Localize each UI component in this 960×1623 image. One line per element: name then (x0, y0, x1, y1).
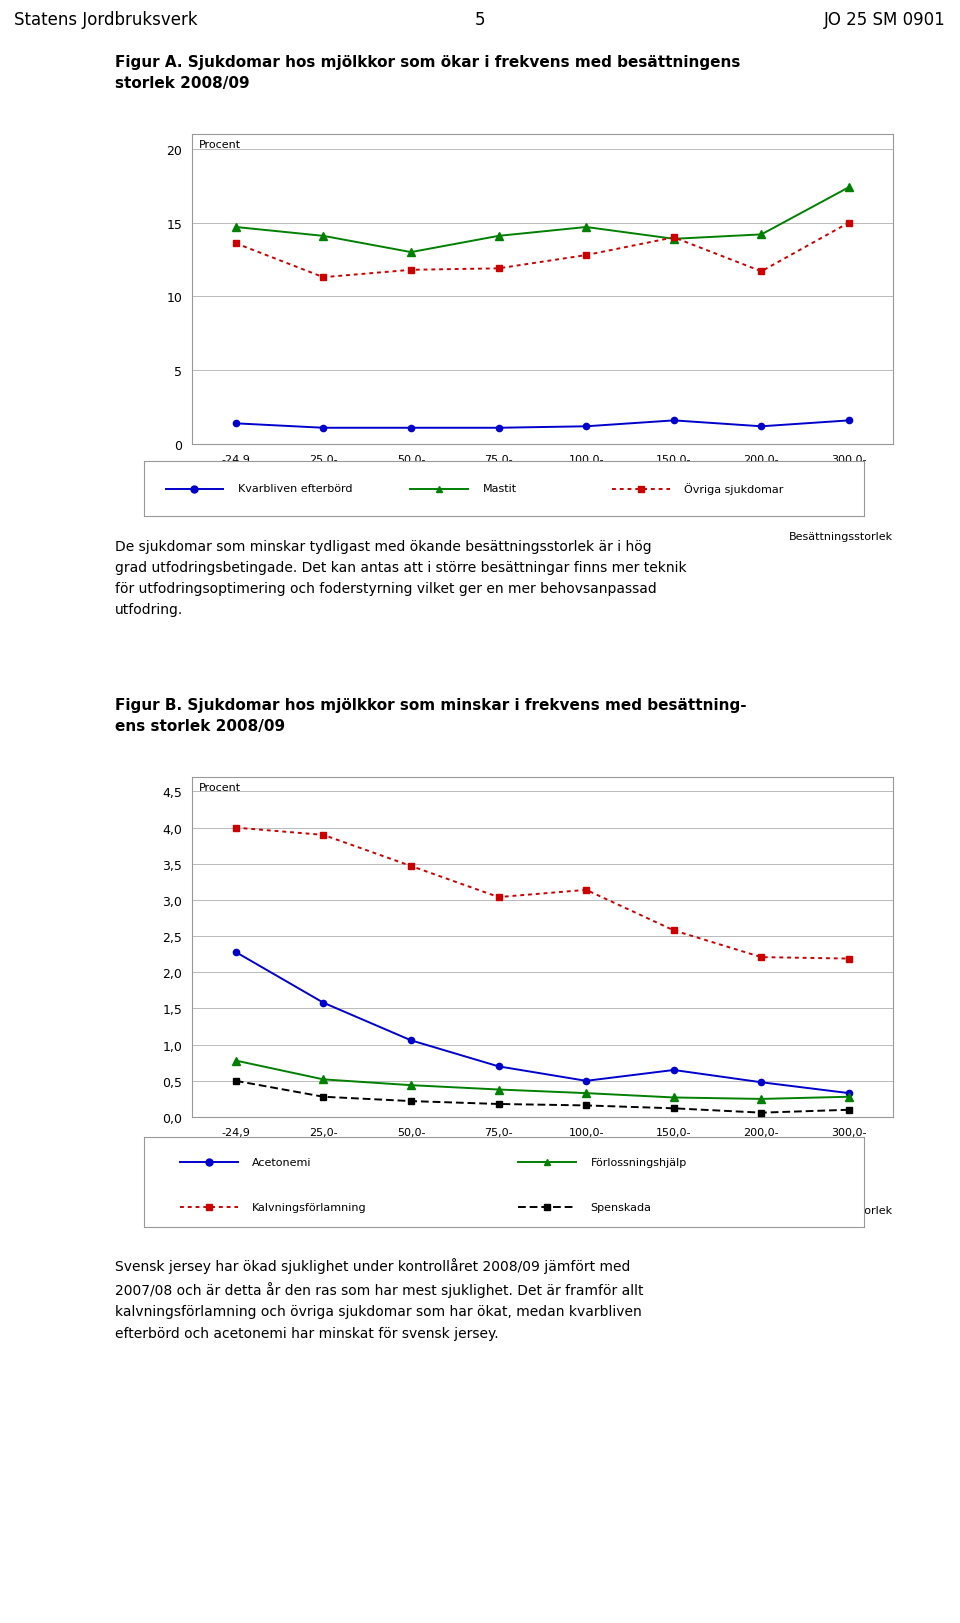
Text: Förlossningshjälp: Förlossningshjälp (590, 1157, 686, 1167)
Text: Besättningsstorlek: Besättningsstorlek (789, 531, 893, 542)
Text: De sjukdomar som minskar tydligast med ökande besättningsstorlek är i hög
grad u: De sjukdomar som minskar tydligast med ö… (115, 540, 686, 617)
Text: Spenskada: Spenskada (590, 1203, 652, 1212)
Text: Mastit: Mastit (482, 484, 516, 493)
Text: Figur B. Sjukdomar hos mjölkkor som minskar i frekvens med besättning-
ens storl: Figur B. Sjukdomar hos mjölkkor som mins… (115, 698, 747, 734)
Text: Procent: Procent (199, 782, 241, 792)
Text: Acetonemi: Acetonemi (252, 1157, 311, 1167)
Text: Svensk jersey har ökad sjuklighet under kontrollåret 2008/09 jämfört med
2007/08: Svensk jersey har ökad sjuklighet under … (115, 1258, 644, 1341)
Text: JO 25 SM 0901: JO 25 SM 0901 (824, 11, 946, 29)
Text: Besättningsstorlek: Besättningsstorlek (789, 1206, 893, 1216)
Text: Övriga sjukdomar: Övriga sjukdomar (684, 484, 783, 495)
Text: Procent: Procent (199, 140, 241, 149)
Text: Statens Jordbruksverk: Statens Jordbruksverk (14, 11, 198, 29)
Text: Kvarbliven efterbörd: Kvarbliven efterbörd (238, 484, 352, 493)
Text: 5: 5 (475, 11, 485, 29)
Text: Figur A. Sjukdomar hos mjölkkor som ökar i frekvens med besättningens
storlek 20: Figur A. Sjukdomar hos mjölkkor som ökar… (115, 55, 740, 91)
Text: Kalvningsförlamning: Kalvningsförlamning (252, 1203, 367, 1212)
